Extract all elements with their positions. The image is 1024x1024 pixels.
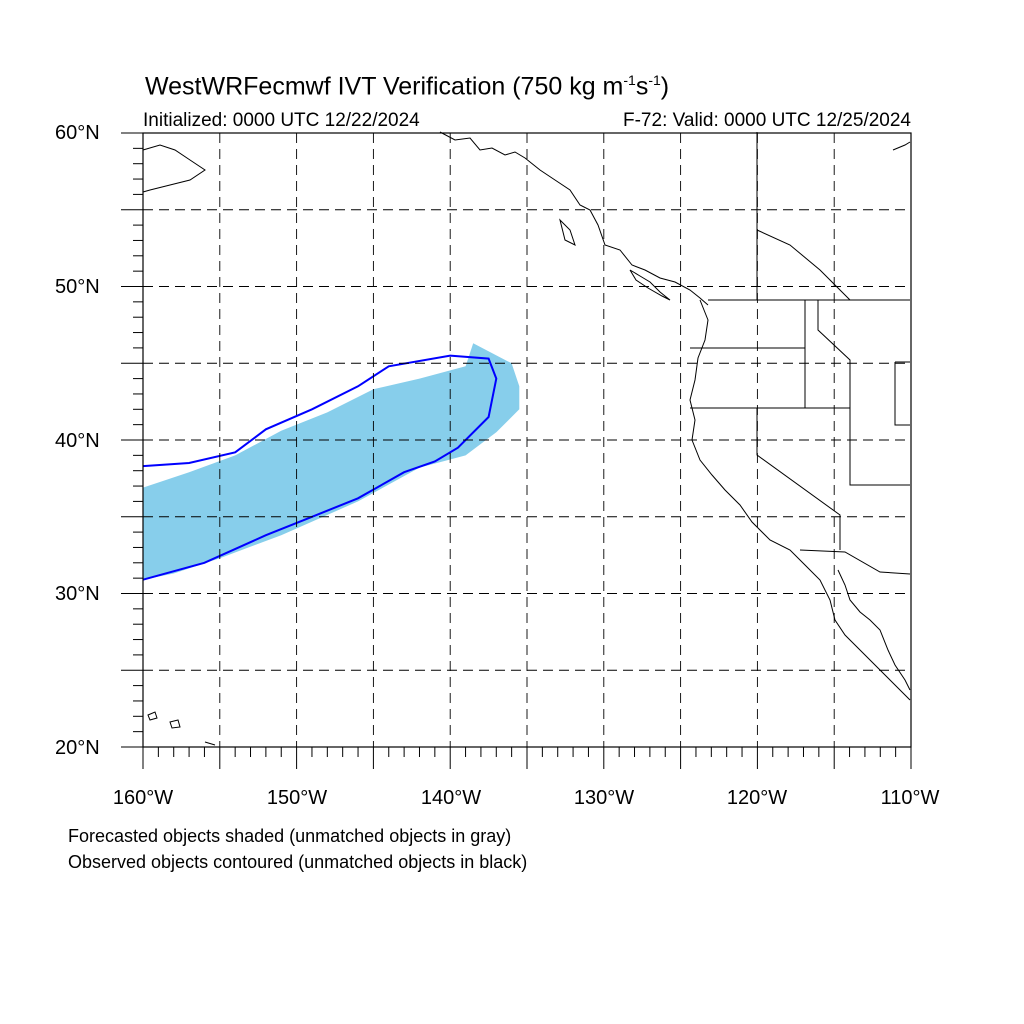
- coastlines: [142, 131, 911, 746]
- coastline-hawaii: [147, 711, 216, 746]
- coastline-alaska: [439, 131, 709, 306]
- coastline-baja: [837, 569, 911, 691]
- observed-note: Observed objects contoured (unmatched ob…: [68, 852, 528, 872]
- valid-time-label: F-72: Valid: 0000 UTC 12/25/2024: [623, 110, 911, 131]
- lon-label-110w: 110°W: [880, 787, 940, 809]
- chart-title: WestWRFecmwf IVT Verification (750 kg m-…: [145, 72, 670, 101]
- coastline-canada-top: [892, 141, 911, 151]
- lat-label-30: 30°N: [55, 583, 100, 605]
- forecast-objects: [143, 343, 520, 580]
- axis-ticks: [121, 132, 912, 769]
- initialized-label: Initialized: 0000 UTC 12/22/2024: [143, 110, 420, 131]
- forecast-object-shape: [143, 343, 520, 580]
- coastline-alaska-interior: [756, 229, 851, 301]
- lon-label-130w: 130°W: [573, 787, 635, 809]
- lat-label-20: 20°N: [55, 737, 100, 759]
- lon-label-150w: 150°W: [266, 787, 328, 809]
- gridlines: [143, 133, 911, 747]
- lon-label-140w: 140°W: [420, 787, 482, 809]
- lat-label-60: 60°N: [55, 122, 100, 144]
- forecast-note: Forecasted objects shaded (unmatched obj…: [68, 826, 512, 846]
- coastline-alaska-west: [142, 144, 206, 193]
- coastline-west: [689, 299, 911, 701]
- lat-label-40: 40°N: [55, 430, 100, 452]
- lon-label-160w: 160°W: [112, 787, 174, 809]
- lon-label-120w: 120°W: [726, 787, 788, 809]
- coastline-bc-islands: [559, 218, 671, 301]
- border-states: [690, 132, 911, 575]
- lat-label-50: 50°N: [55, 276, 100, 298]
